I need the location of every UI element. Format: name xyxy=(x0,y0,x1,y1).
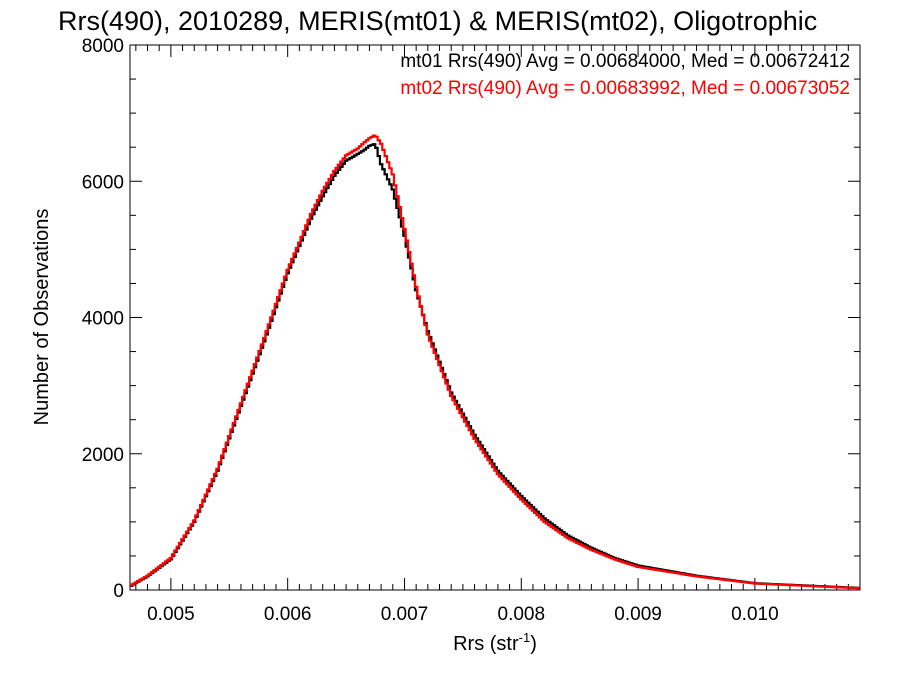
legend-entry-mt01: mt01 Rrs(490) Avg = 0.00684000, Med = 0.… xyxy=(400,51,850,72)
y-tick-label: 6000 xyxy=(82,172,124,193)
x-tick-label: 0.010 xyxy=(731,604,779,625)
x-tick-label: 0.007 xyxy=(381,604,429,625)
x-axis-label-superscript: -1 xyxy=(519,630,531,645)
x-tick-label: 0.006 xyxy=(264,604,312,625)
legend-entry-mt02: mt02 Rrs(490) Avg = 0.00683992, Med = 0.… xyxy=(400,78,850,99)
series-line-mt01 xyxy=(130,143,860,590)
axis-ticks xyxy=(130,44,861,591)
x-axis-label-main: Rrs (str xyxy=(453,633,519,655)
series-lines xyxy=(130,134,860,590)
plot-frame xyxy=(129,44,861,591)
x-tick-label: 0.005 xyxy=(147,604,195,625)
x-tick-label: 0.008 xyxy=(498,604,546,625)
y-tick-label: 0 xyxy=(113,581,124,602)
x-tick-label: 0.009 xyxy=(614,604,662,625)
y-tick-label: 8000 xyxy=(82,36,124,57)
x-axis-label: Rrs (str-1) xyxy=(453,630,537,655)
axis-tick-labels: 0.005 0.006 0.007 0.008 0.009 0.010 0 2000 4000 6… xyxy=(82,36,779,625)
series-line-mt02 xyxy=(130,134,860,590)
y-axis-label: Number of Observations xyxy=(31,209,53,426)
chart-title: Rrs(490), 2010289, MERIS(mt01) & MERIS(m… xyxy=(58,6,817,36)
y-tick-label: 4000 xyxy=(82,309,124,330)
x-axis-label-close: ) xyxy=(530,633,537,655)
y-tick-label: 2000 xyxy=(82,445,124,466)
legend: mt01 Rrs(490) Avg = 0.00684000, Med = 0.… xyxy=(400,51,850,99)
